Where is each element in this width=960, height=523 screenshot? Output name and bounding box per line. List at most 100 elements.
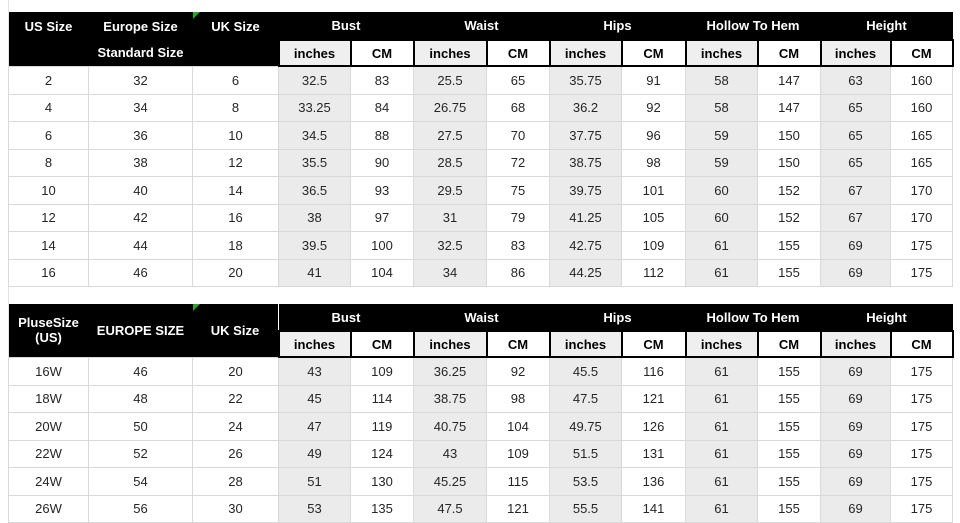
table-cell: 61: [685, 467, 758, 496]
table-cell: 38: [88, 148, 193, 177]
table-cell: 63: [820, 65, 891, 95]
table-cell: 12: [192, 148, 279, 177]
table-cell: 36.2: [549, 93, 622, 122]
table-cell: 24W: [8, 467, 89, 496]
table-cell: 16: [192, 203, 279, 232]
table-cell: 49.75: [549, 412, 622, 441]
table-cell: 155: [757, 356, 821, 386]
table-cell: 91: [621, 65, 686, 95]
table-cell: 60: [685, 203, 758, 232]
table-cell: 150: [757, 148, 821, 177]
table-cell: 79: [486, 203, 550, 232]
table-cell: 150: [757, 121, 821, 150]
table-cell: 175: [890, 258, 953, 287]
unit-header-inches: inches: [684, 330, 759, 358]
table-cell: 65: [820, 93, 891, 122]
table-row: 16W 46 20 43 109 36.25 92 45.5 116 61 155 69 175: [8, 356, 953, 386]
table-cell: 104: [350, 258, 414, 287]
table-row: 8 38 12 35.5 90 28.5 72 38.75 98 59 150 65 165: [8, 148, 953, 177]
table-cell: 28.5: [413, 148, 487, 177]
table-cell: 58: [685, 65, 758, 95]
table-cell: 170: [890, 203, 953, 232]
table-cell: 69: [820, 439, 891, 468]
table-cell: 121: [621, 384, 686, 413]
table-cell: 51: [278, 467, 351, 496]
table-cell: 36: [88, 121, 193, 150]
table-cell: 69: [820, 384, 891, 413]
group-header-waist: Waist: [413, 304, 550, 331]
table-cell: 175: [890, 231, 953, 260]
table-cell: 47.5: [549, 384, 622, 413]
table-cell: 27.5: [413, 121, 487, 150]
unit-header-inches: inches: [277, 39, 352, 67]
group-header-height: Height: [820, 304, 953, 331]
table-cell: 45.25: [413, 467, 487, 496]
table-cell: 12: [8, 203, 89, 232]
table-cell: 175: [890, 439, 953, 468]
table-cell: 59: [685, 148, 758, 177]
size-chart-sheet: US Size Europe Size UK Size Bust Waist H…: [8, 12, 954, 523]
table-cell: 45: [278, 384, 351, 413]
table-cell: 84: [350, 93, 414, 122]
table-row: 14 44 18 39.5 100 32.5 83 42.75 109 61 155 69 175: [8, 231, 953, 260]
group-header-height: Height: [820, 12, 953, 40]
table-cell: 34.5: [278, 121, 351, 150]
table-cell: 35.5: [278, 148, 351, 177]
table-cell: 42: [88, 203, 193, 232]
unit-header-cm: CM: [889, 39, 954, 67]
table-row: 2 32 6 32.5 83 25.5 65 35.75 91 58 147 63 160: [8, 65, 953, 95]
table-cell: 65: [820, 121, 891, 150]
unit-header-cm: CM: [756, 39, 822, 67]
table-cell: 53.5: [549, 467, 622, 496]
unit-header-cm: CM: [889, 330, 954, 358]
empty-header-cell: [8, 40, 89, 66]
table-cell: 54: [88, 467, 193, 496]
table-row: 12 42 16 38 97 31 79 41.25 105 60 152 67 170: [8, 203, 953, 232]
group-header-bust: Bust: [278, 12, 414, 40]
unit-header-inches: inches: [684, 39, 759, 67]
table-cell: 31: [413, 203, 487, 232]
col-header-uk-size: UK Size: [192, 12, 279, 40]
table-cell: 45.5: [549, 356, 622, 386]
table-cell: 14: [8, 231, 89, 260]
table-cell: 46: [88, 258, 193, 287]
table-cell: 119: [350, 412, 414, 441]
table-row: 6 36 10 34.5 88 27.5 70 37.75 96 59 150 65 165: [8, 121, 953, 150]
table-cell: 2: [8, 65, 89, 95]
table-cell: 152: [757, 176, 821, 205]
table-cell: 24: [192, 412, 279, 441]
table-cell: 165: [890, 148, 953, 177]
table-cell: 112: [621, 258, 686, 287]
table-cell: 92: [486, 356, 550, 386]
table-cell: 69: [820, 258, 891, 287]
unit-header-cm: CM: [349, 330, 415, 358]
table-row: 18W 48 22 45 114 38.75 98 47.5 121 61 155 69 175: [8, 384, 953, 413]
standard-size-table: US Size Europe Size UK Size Bust Waist H…: [8, 12, 954, 287]
table-cell: 75: [486, 176, 550, 205]
table-cell: 109: [486, 439, 550, 468]
excel-flag-icon: [192, 12, 200, 19]
table-cell: 155: [757, 231, 821, 260]
table-cell: 155: [757, 258, 821, 287]
col-header-us-size: US Size: [8, 12, 89, 40]
table-cell: 32.5: [413, 231, 487, 260]
table-cell: 43: [278, 356, 351, 386]
table-cell: 16: [8, 258, 89, 287]
table-cell: 44: [88, 231, 193, 260]
table-cell: 46: [88, 356, 193, 386]
table-cell: 67: [820, 176, 891, 205]
table-cell: 22W: [8, 439, 89, 468]
table-cell: 52: [88, 439, 193, 468]
unit-header-cm: CM: [485, 39, 551, 67]
table-cell: 58: [685, 93, 758, 122]
table-cell: 155: [757, 439, 821, 468]
table-cell: 18W: [8, 384, 89, 413]
table-cell: 48: [88, 384, 193, 413]
header-row-groups: PluseSize (US) EUROPE SIZE UK Size Bust …: [8, 304, 953, 357]
table-cell: 49: [278, 439, 351, 468]
table-cell: 47.5: [413, 494, 487, 523]
table-cell: 32.5: [278, 65, 351, 95]
unit-header-cm: CM: [620, 39, 687, 67]
table-cell: 86: [486, 258, 550, 287]
header-row-units: inches CM inches CM inches CM inches CM …: [9, 330, 954, 358]
